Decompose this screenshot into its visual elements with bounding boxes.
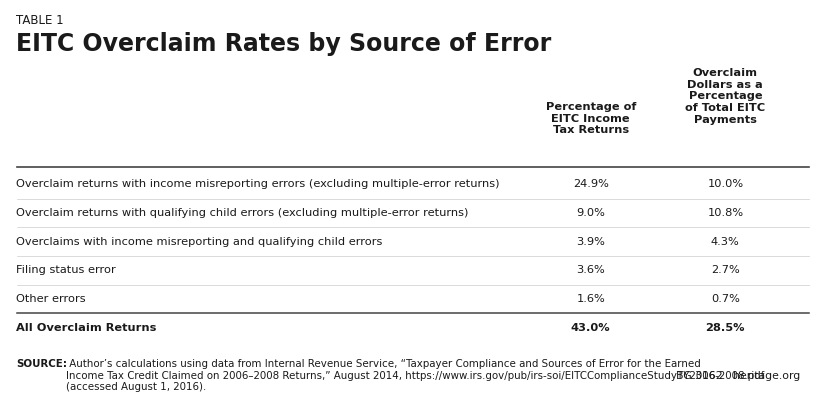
Text: 43.0%: 43.0% <box>571 323 610 333</box>
Text: TABLE 1: TABLE 1 <box>16 13 64 26</box>
Text: Percentage of
EITC Income
Tax Returns: Percentage of EITC Income Tax Returns <box>545 102 636 135</box>
Text: 2.7%: 2.7% <box>711 265 740 275</box>
Text: 4.3%: 4.3% <box>711 237 740 247</box>
Text: Overclaims with income misreporting and qualifying child errors: Overclaims with income misreporting and … <box>16 237 383 247</box>
Text: 1.6%: 1.6% <box>577 294 605 304</box>
Text: BG 3162   heritage.org: BG 3162 heritage.org <box>676 371 800 381</box>
Text: 24.9%: 24.9% <box>573 180 609 189</box>
Text: 28.5%: 28.5% <box>705 323 745 333</box>
Text: Filing status error: Filing status error <box>16 265 116 275</box>
Text: Other errors: Other errors <box>16 294 86 304</box>
Text: Overclaim
Dollars as a
Percentage
of Total EITC
Payments: Overclaim Dollars as a Percentage of Tot… <box>686 68 766 125</box>
Text: 3.6%: 3.6% <box>577 265 605 275</box>
Text: SOURCE:: SOURCE: <box>16 359 68 369</box>
Text: 3.9%: 3.9% <box>576 237 605 247</box>
Text: Author’s calculations using data from Internal Revenue Service, “Taxpayer Compli: Author’s calculations using data from In… <box>66 359 764 392</box>
Text: Overclaim returns with income misreporting errors (excluding multiple-error retu: Overclaim returns with income misreporti… <box>16 180 500 189</box>
Text: 10.0%: 10.0% <box>707 180 743 189</box>
Text: Overclaim returns with qualifying child errors (excluding multiple-error returns: Overclaim returns with qualifying child … <box>16 208 469 218</box>
Text: 10.8%: 10.8% <box>707 208 743 218</box>
Text: EITC Overclaim Rates by Source of Error: EITC Overclaim Rates by Source of Error <box>16 32 552 56</box>
Text: 0.7%: 0.7% <box>711 294 740 304</box>
Text: 9.0%: 9.0% <box>576 208 605 218</box>
Text: All Overclaim Returns: All Overclaim Returns <box>16 323 157 333</box>
